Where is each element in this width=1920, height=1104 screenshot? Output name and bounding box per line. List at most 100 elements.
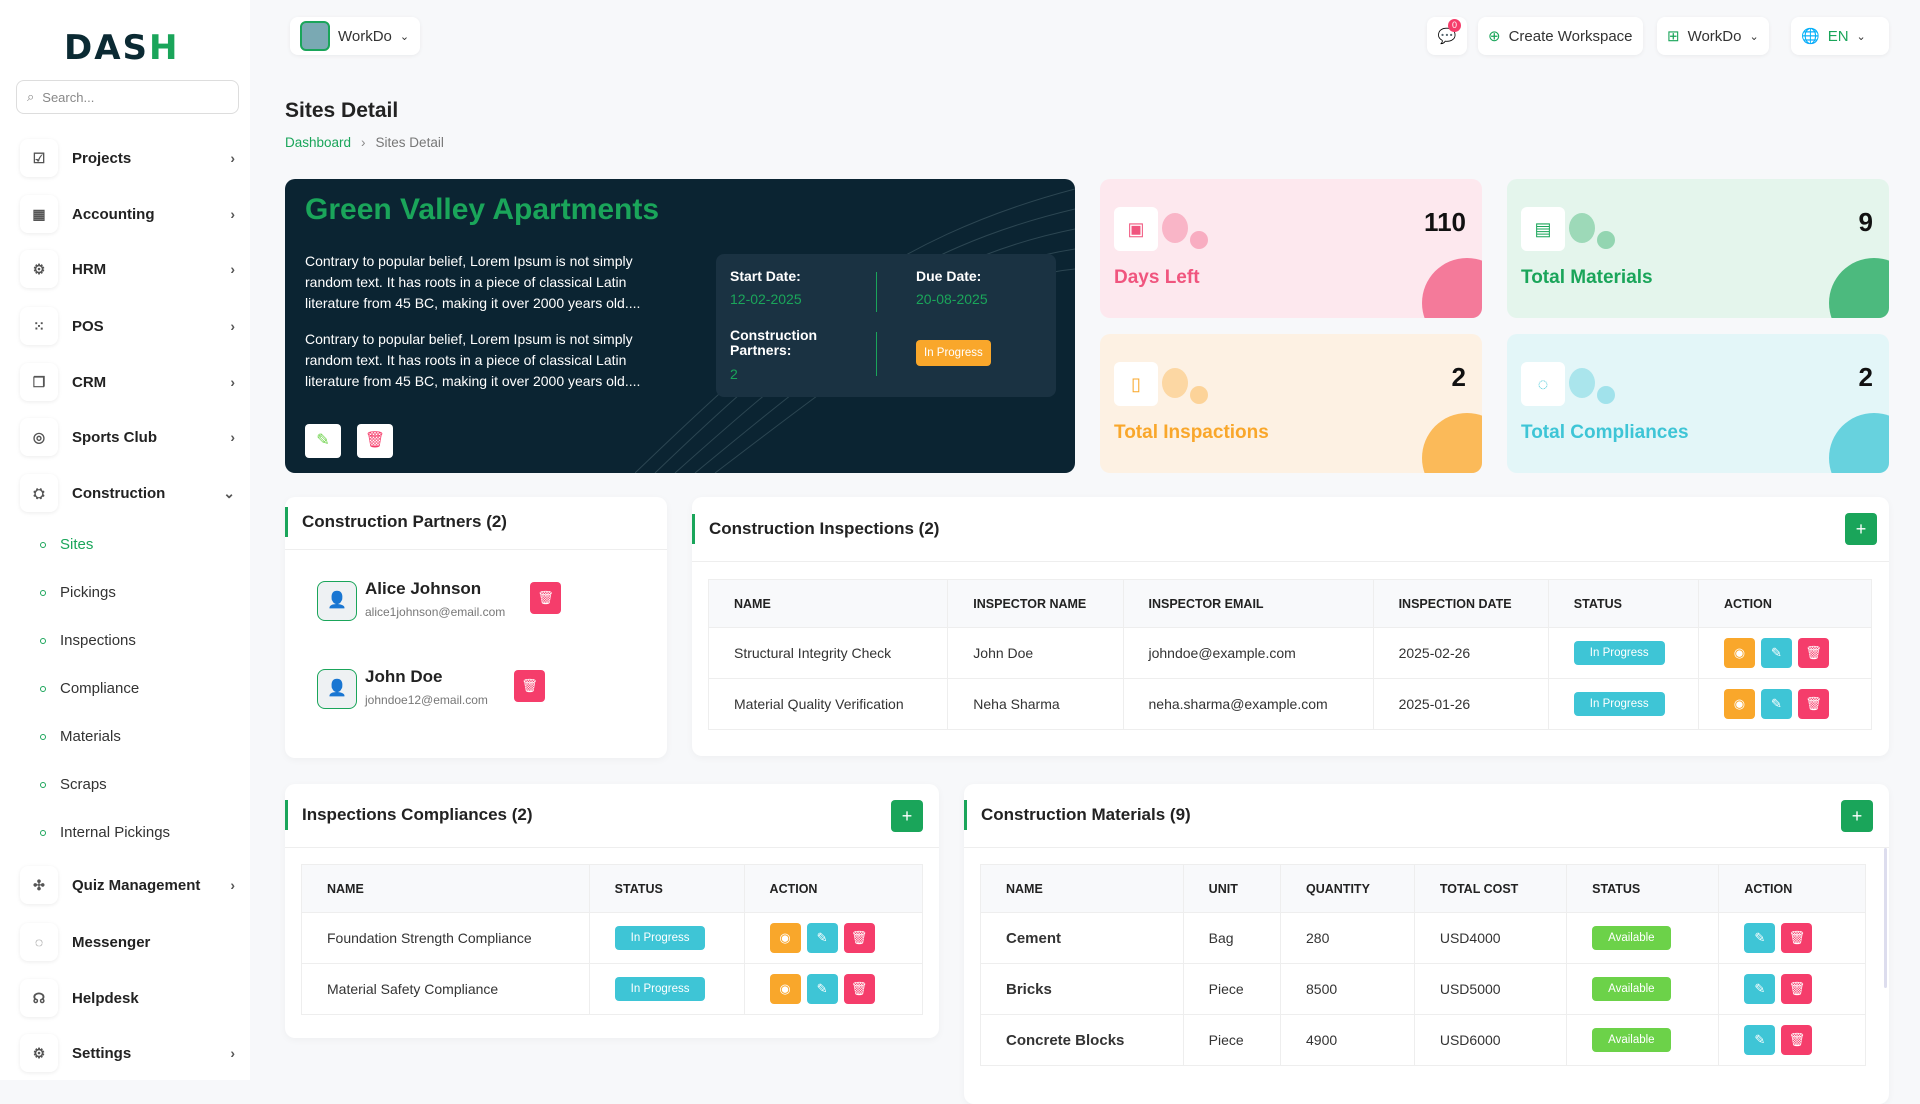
view-button[interactable]: ◉ [1723, 638, 1755, 668]
delete-button[interactable]: 🗑 [1781, 1025, 1813, 1055]
pencil-icon: ✎ [1754, 930, 1766, 945]
sidebar-item-pos[interactable]: ⁙ POS › [20, 304, 235, 348]
status-badge: In Progress [614, 926, 706, 950]
sidebar-item-settings[interactable]: ⚙ Settings › [20, 1031, 235, 1075]
edit-button[interactable]: ✎ [1760, 689, 1792, 719]
trash-icon: 🗑 [1805, 645, 1822, 660]
page-title: Sites Detail [285, 99, 399, 122]
notification-badge: 0 [1448, 19, 1461, 32]
workspace-dropdown[interactable]: WorkDo ⌄ [290, 17, 420, 55]
stat-label: Total Inspactions [1114, 422, 1269, 443]
add-material-button[interactable]: + [1841, 800, 1873, 832]
column-header: STATUS [1566, 864, 1720, 913]
column-header: ACTION [1697, 579, 1873, 628]
table-cell: USD6000 [1413, 1014, 1568, 1066]
edit-site-button[interactable]: ✎ [305, 424, 341, 458]
view-button[interactable]: ◉ [769, 974, 801, 1004]
sidebar-item-sports-club[interactable]: ◎ Sports Club › [20, 415, 235, 459]
edit-button[interactable]: ✎ [1744, 923, 1776, 953]
delete-button[interactable]: 🗑 [1797, 689, 1829, 719]
trash-icon: 🗑 [1788, 1032, 1806, 1047]
column-header: QUANTITY [1280, 864, 1415, 913]
partner-email: alice1johnson@email.com [365, 605, 506, 619]
logo[interactable]: DASH [64, 28, 180, 68]
table-cell: Bag [1182, 912, 1282, 964]
action-cell: ✎ 🗑 [1718, 912, 1866, 964]
delete-button[interactable]: 🗑 [843, 923, 875, 953]
table-cell: 2025-01-26 [1372, 678, 1549, 730]
delete-partner-button[interactable]: 🗑 [514, 670, 545, 702]
delete-site-button[interactable]: 🗑 [357, 424, 393, 458]
sidebar-item-helpdesk[interactable]: ☊ Helpdesk [20, 976, 235, 1020]
status-badge: Available [1592, 977, 1671, 1001]
card-title: Inspections Compliances (2) [285, 800, 533, 830]
dots-grid-icon: ⁙ [20, 307, 58, 345]
message-icon: ◌ [1521, 362, 1565, 406]
avatar: 👤 [317, 669, 357, 709]
edit-button[interactable]: ✎ [1760, 638, 1792, 668]
view-button[interactable]: ◉ [1723, 689, 1755, 719]
scrollbar[interactable] [1884, 848, 1887, 988]
sidebar-item-projects[interactable]: ☑ Projects › [20, 136, 235, 180]
stat-card: ▯ 2 Total Inspactions [1100, 334, 1482, 473]
checkbox-icon: ☑ [20, 139, 58, 177]
search-input[interactable]: ⌕ Search... [16, 80, 239, 114]
sidebar-subitem-materials[interactable]: Materials [40, 728, 121, 745]
document-icon: ▯ [1114, 362, 1158, 406]
view-button[interactable]: ◉ [769, 923, 801, 953]
delete-button[interactable]: 🗑 [1781, 923, 1813, 953]
trash-icon: 🗑 [1805, 696, 1822, 711]
sidebar-subitem-scraps[interactable]: Scraps [40, 776, 107, 793]
delete-button[interactable]: 🗑 [1781, 974, 1813, 1004]
sidebar: DASH ⌕ Search... ☑ Projects › ▦ Accounting › ⚙ H… [0, 0, 250, 1080]
trash-icon: 🗑 [537, 590, 554, 605]
calendar-icon: ▣ [1114, 207, 1158, 251]
edit-button[interactable]: ✎ [806, 974, 838, 1004]
workspace-switch-dropdown[interactable]: ⊞ WorkDo ⌄ [1657, 17, 1769, 55]
trash-icon: 🗑 [850, 930, 868, 945]
sidebar-item-construction[interactable]: ⛭ Construction ⌄ [20, 471, 235, 515]
sidebar-item-crm[interactable]: ❐ CRM › [20, 360, 235, 404]
table-cell: 4900 [1280, 1014, 1415, 1066]
headset-icon: ☊ [20, 979, 58, 1017]
sidebar-item-quiz-management[interactable]: ✣ Quiz Management › [20, 863, 235, 907]
site-info-box: Start Date: 12-02-2025 Due Date: 20-08-2… [716, 254, 1056, 397]
language-dropdown[interactable]: 🌐 EN ⌄ [1791, 17, 1889, 55]
delete-button[interactable]: 🗑 [843, 974, 875, 1004]
search-icon: ⌕ [27, 89, 35, 104]
add-compliance-button[interactable]: + [891, 800, 923, 832]
layers-icon: ❐ [20, 363, 58, 401]
breadcrumb: Dashboard › Sites Detail [285, 135, 444, 150]
chevron-right-icon: › [230, 261, 235, 277]
messages-button[interactable]: 💬 0 [1427, 17, 1467, 55]
create-workspace-button[interactable]: ⊕ Create Workspace [1478, 17, 1643, 55]
column-header: STATUS [1547, 579, 1699, 628]
edit-button[interactable]: ✎ [1744, 1025, 1776, 1055]
breadcrumb-dashboard[interactable]: Dashboard [285, 135, 352, 150]
chat-icon: ◌ [20, 923, 58, 961]
table-cell: Cement [980, 912, 1184, 964]
sidebar-subitem-sites[interactable]: Sites [40, 536, 93, 553]
plus-circle-icon: ⊕ [1488, 28, 1501, 45]
inspections-card: Construction Inspections (2) + NAME INSPE… [692, 497, 1889, 756]
sidebar-subitem-pickings[interactable]: Pickings [40, 584, 116, 601]
sidebar-subitem-compliance[interactable]: Compliance [40, 680, 139, 697]
stat-value: 2 [1451, 362, 1466, 392]
edit-button[interactable]: ✎ [806, 923, 838, 953]
add-inspection-button[interactable]: + [1845, 513, 1877, 545]
stat-label: Total Compliances [1521, 422, 1689, 443]
status-badge: In Progress [614, 977, 706, 1001]
sidebar-subitem-inspections[interactable]: Inspections [40, 632, 136, 649]
delete-partner-button[interactable]: 🗑 [530, 582, 561, 614]
status-badge: In Progress [1573, 641, 1665, 665]
sidebar-item-hrm[interactable]: ⚙ HRM › [20, 247, 235, 291]
compliances-card: Inspections Compliances (2) + NAME STATUS… [285, 784, 939, 1038]
delete-button[interactable]: 🗑 [1797, 638, 1829, 668]
sidebar-subitem-internal-pickings[interactable]: Internal Pickings [40, 824, 170, 841]
sidebar-item-messenger[interactable]: ◌ Messenger [20, 920, 235, 964]
materials-card: Construction Materials (9) + NAME UNIT QUA… [964, 784, 1889, 1104]
column-header: TOTAL COST [1413, 864, 1568, 913]
table-cell: Foundation Strength Compliance [301, 912, 590, 964]
sidebar-item-accounting[interactable]: ▦ Accounting › [20, 192, 235, 236]
edit-button[interactable]: ✎ [1744, 974, 1776, 1004]
